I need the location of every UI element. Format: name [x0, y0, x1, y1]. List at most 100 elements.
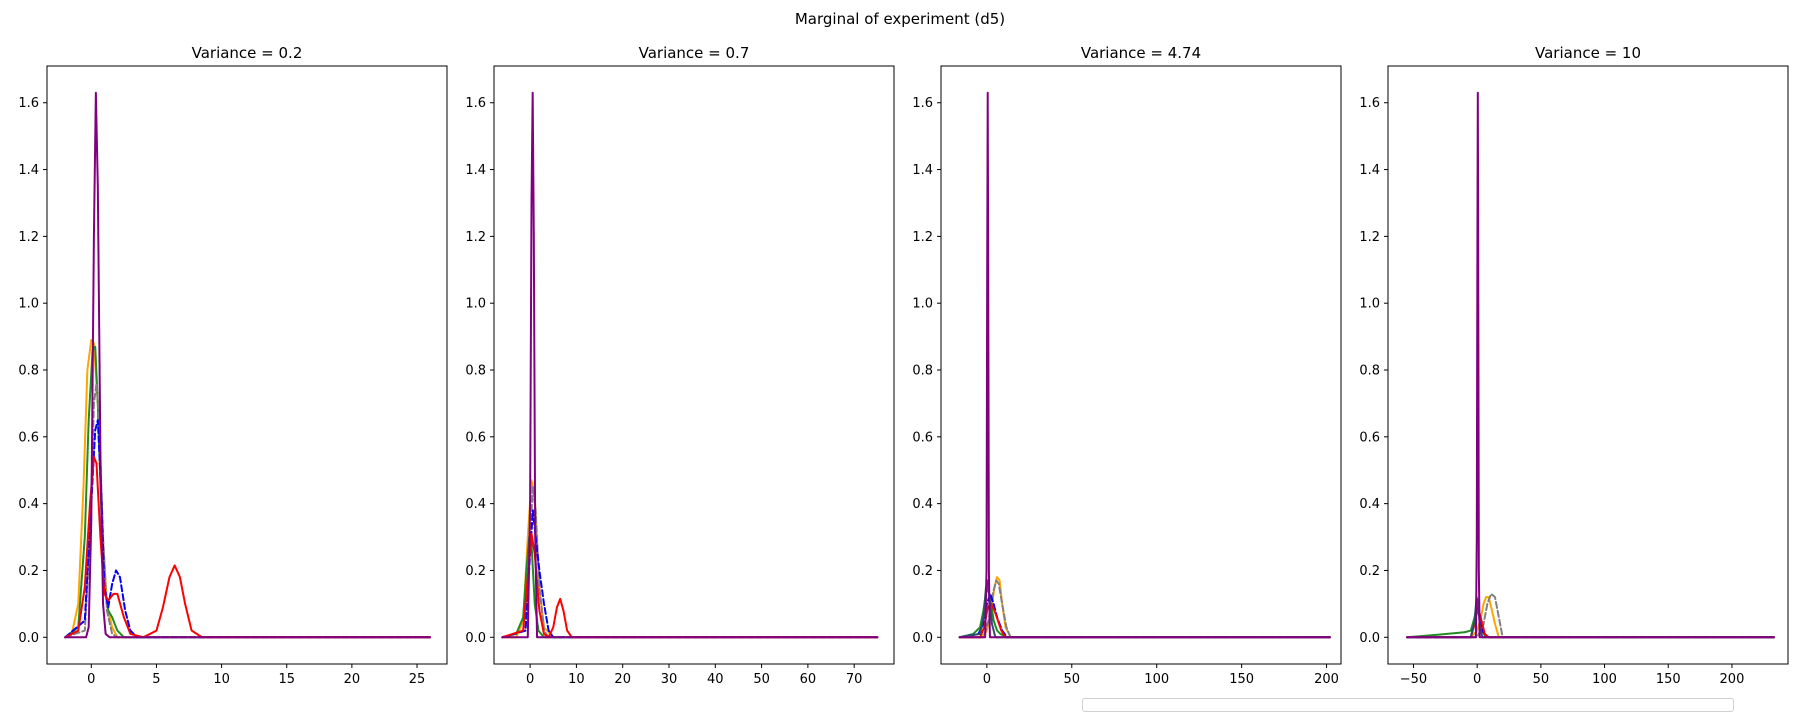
series-group: [958, 91, 1331, 639]
series-line-5: [64, 455, 432, 639]
series-line-3: [501, 485, 879, 639]
series-line-2: [64, 345, 432, 639]
y-tick-label: 0.8: [18, 364, 39, 379]
series-line-1: [501, 479, 879, 639]
series-line-1: [1406, 596, 1775, 639]
axes-frame: [493, 65, 895, 665]
y-tick-label: 0.2: [1359, 564, 1380, 579]
series-line-4: [501, 509, 879, 639]
y-tick-label: 1.2: [465, 230, 486, 245]
y-tick-label: 0.0: [465, 631, 486, 646]
series-line-5: [958, 602, 1331, 639]
y-tick-label: 0.8: [465, 364, 486, 379]
series-line-1: [958, 576, 1331, 639]
y-tick-label: 1.4: [465, 163, 486, 178]
panel-title: Variance = 0.2: [192, 44, 303, 62]
chart-panel-2: Variance = 0.7 0 10 20 30 40 50 60 70 0.0 0.2 0.4 0.…: [465, 44, 895, 687]
y-tick-label: 0.8: [912, 364, 933, 379]
chart-panel-4: Variance = 10 −50 0 50 100 150 200 0.0 0.2 0.4 0.6…: [1359, 44, 1789, 687]
y-tick-label: 1.0: [1359, 297, 1380, 312]
figure-title: Marginal of experiment (d5): [794, 10, 1006, 28]
series-line-2: [501, 536, 879, 639]
y-tick-label: 0.4: [18, 497, 39, 512]
x-tick-label: 5: [152, 672, 160, 687]
y-tick-label: 1.4: [912, 163, 933, 178]
y-tick-label: 1.4: [1359, 163, 1380, 178]
x-tick-label: 150: [1656, 672, 1681, 687]
panel-title: Variance = 10: [1535, 44, 1641, 62]
y-tick-label: 1.0: [465, 297, 486, 312]
y-tick-label: 0.4: [465, 497, 486, 512]
y-tick-label: 0.8: [1359, 364, 1380, 379]
x-tick-label: 10: [568, 672, 585, 687]
y-tick-label: 0.4: [912, 497, 933, 512]
x-tick-label: 50: [1064, 672, 1081, 687]
x-tick-label: 100: [1144, 672, 1169, 687]
y-tick-label: 1.2: [1359, 230, 1380, 245]
y-tick-label: 1.2: [18, 230, 39, 245]
x-tick-label: 30: [661, 672, 678, 687]
x-tick-label: 200: [1720, 672, 1745, 687]
y-tick-label: 1.2: [912, 230, 933, 245]
x-tick-label: 20: [614, 672, 631, 687]
x-tick-label: 50: [753, 672, 770, 687]
x-tick-label: 0: [1473, 672, 1481, 687]
y-tick-label: 0.6: [465, 430, 486, 445]
series-line-3: [958, 579, 1331, 639]
y-tick-label: 0.6: [912, 430, 933, 445]
x-tick-label: 50: [1533, 672, 1550, 687]
series-group: [501, 91, 879, 639]
x-tick-label: 0: [526, 672, 534, 687]
y-tick-label: 0.2: [465, 564, 486, 579]
series-line-3: [64, 382, 432, 639]
y-tick-label: 0.2: [18, 564, 39, 579]
series-line-7: [1406, 91, 1775, 639]
series-line-3: [1406, 592, 1775, 639]
x-tick-label: 0: [983, 672, 991, 687]
y-tick-label: 0.6: [18, 430, 39, 445]
axes-frame: [1387, 65, 1789, 665]
x-tick-label: 15: [278, 672, 295, 687]
x-tick-label: 25: [409, 672, 426, 687]
series-line-4: [958, 592, 1331, 639]
panel-title: Variance = 4.74: [1081, 44, 1201, 62]
chart-panel-3: Variance = 4.74 0 50 100 150 200 0.0 0.2 0.4 0.6 0…: [912, 44, 1342, 687]
series-line-2: [1406, 602, 1775, 639]
y-tick-label: 0.0: [1359, 631, 1380, 646]
x-tick-label: 100: [1592, 672, 1617, 687]
x-tick-label: 150: [1229, 672, 1254, 687]
series-line-6: [958, 579, 1331, 639]
x-tick-label: 0: [87, 672, 95, 687]
x-tick-label: 40: [707, 672, 724, 687]
x-tick-label: 20: [344, 672, 361, 687]
series-line-6: [64, 91, 432, 639]
x-tick-label: 60: [800, 672, 817, 687]
y-tick-label: 1.0: [912, 297, 933, 312]
series-line-6: [501, 91, 879, 639]
y-tick-label: 0.6: [1359, 430, 1380, 445]
y-tick-label: 1.6: [912, 96, 933, 111]
series-line-1: [64, 338, 432, 639]
series-group: [64, 91, 432, 639]
series-group: [1406, 91, 1775, 639]
y-tick-label: 0.2: [912, 564, 933, 579]
series-line-2: [958, 586, 1331, 639]
series-line-6: [1406, 596, 1775, 639]
series-line-5: [501, 532, 879, 639]
y-tick-label: 1.4: [18, 163, 39, 178]
y-tick-label: 1.0: [18, 297, 39, 312]
y-tick-label: 1.6: [1359, 96, 1380, 111]
x-tick-label: −50: [1400, 672, 1427, 687]
chart-panel-1: Variance = 0.2 0 5 10 15 20 25 0.0 0.2 0.4 0.6 0.8 1…: [18, 44, 448, 687]
y-tick-label: 0.0: [912, 631, 933, 646]
x-tick-label: 200: [1314, 672, 1339, 687]
axes-frame: [940, 65, 1342, 665]
series-line-7: [958, 91, 1331, 639]
y-tick-label: 1.6: [465, 96, 486, 111]
axes-frame: [46, 65, 448, 665]
y-tick-label: 0.0: [18, 631, 39, 646]
y-tick-label: 0.4: [1359, 497, 1380, 512]
legend-box-edge: [1082, 698, 1734, 712]
x-tick-label: 10: [213, 672, 230, 687]
